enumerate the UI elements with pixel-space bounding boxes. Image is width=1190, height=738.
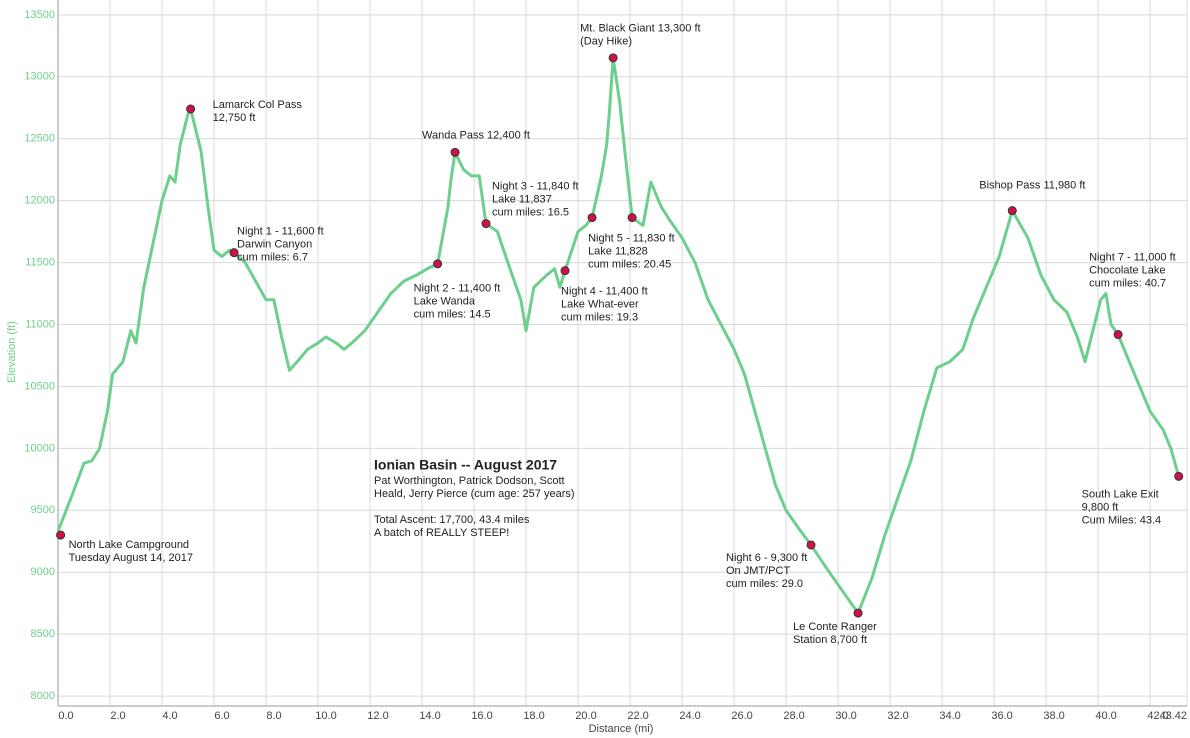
- x-tick-label: 10.0: [315, 710, 336, 722]
- x-tick-label: 4.0: [162, 710, 177, 722]
- waypoint-marker: [229, 248, 239, 258]
- waypoint-label: cum miles: 20.45: [588, 259, 671, 271]
- x-tick-label: 24.0: [679, 710, 700, 722]
- waypoint-marker: [587, 213, 597, 223]
- waypoint-label: Le Conte Ranger: [793, 621, 877, 633]
- annotation-title: Ionian Basin -- August 2017: [374, 457, 557, 473]
- waypoint-label: South Lake Exit: [1082, 488, 1159, 500]
- waypoint-marker: [56, 530, 66, 540]
- y-tick-label: 12500: [24, 133, 55, 145]
- y-tick-label: 12000: [24, 195, 55, 207]
- y-axis-label: Elevation (ft): [6, 321, 18, 383]
- x-tick-label: 38.0: [1043, 710, 1064, 722]
- waypoint-label: cum miles: 6.7: [237, 252, 308, 264]
- waypoint-marker: [608, 53, 618, 63]
- waypoint-marker: [560, 266, 570, 276]
- waypoint-label: Night 1 - 11,600 ft: [237, 226, 324, 238]
- waypoint-marker: [433, 259, 443, 269]
- x-tick-label: 26.0: [731, 710, 752, 722]
- x-tick-label: 18.0: [523, 710, 544, 722]
- y-tick-label: 13500: [24, 9, 55, 21]
- waypoint-marker: [450, 147, 460, 157]
- x-tick-label: 36.0: [991, 710, 1012, 722]
- y-tick-label: 10500: [24, 380, 55, 392]
- y-tick-label: 13000: [24, 71, 55, 83]
- waypoint-label: cum miles: 14.5: [414, 309, 491, 321]
- waypoint-label: Darwin Canyon: [237, 239, 312, 251]
- y-tick-label: 11000: [25, 318, 55, 330]
- x-tick-label: 32.0: [887, 710, 908, 722]
- waypoint-label: Lake Wanda: [414, 296, 476, 308]
- annotation-note: Heald, Jerry Pierce (cum age: 257 years): [374, 488, 575, 500]
- waypoint-label: cum miles: 29.0: [726, 578, 803, 590]
- y-tick-label: 9000: [31, 566, 55, 578]
- waypoint-marker: [853, 608, 863, 618]
- waypoint-label: Night 7 - 11,000 ft: [1089, 251, 1176, 263]
- y-tick-label: 10000: [24, 442, 55, 454]
- x-tick-label: 28.0: [783, 710, 804, 722]
- waypoint-marker: [627, 213, 637, 223]
- x-tick-label: 42.0: [1147, 710, 1168, 722]
- waypoint-marker: [186, 104, 196, 114]
- waypoint-marker: [1007, 206, 1017, 216]
- waypoint-marker: [1174, 471, 1184, 481]
- waypoint-label: Lake 11,837: [492, 193, 552, 205]
- x-tick-label: 30.0: [835, 710, 856, 722]
- x-tick-label: 40.0: [1095, 710, 1116, 722]
- waypoint-label: 12,750 ft: [213, 112, 256, 124]
- y-tick-label: 8000: [31, 690, 55, 702]
- waypoint-label: Lamarck Col Pass: [213, 99, 303, 111]
- x-tick-label: 22.0: [627, 710, 648, 722]
- waypoint-marker: [1113, 330, 1123, 340]
- waypoint-label: Tuesday August 14, 2017: [69, 552, 193, 564]
- y-tick-label: 9500: [31, 504, 55, 516]
- waypoint-label: Night 2 - 11,400 ft: [414, 283, 501, 295]
- x-tick-label: 6.0: [214, 710, 229, 722]
- x-tick-label: 14.0: [419, 710, 440, 722]
- x-tick-label: 20.0: [575, 710, 596, 722]
- x-tick-label: 12.0: [367, 710, 388, 722]
- x-tick-label: 0.0: [58, 710, 73, 722]
- waypoint-label: Lake 11,828: [588, 246, 648, 258]
- x-axis-label: Distance (mi): [589, 723, 654, 735]
- x-tick-label: 34.0: [939, 710, 960, 722]
- x-tick-label: 8.0: [266, 710, 281, 722]
- waypoint-label: Night 6 - 9,300 ft: [726, 552, 807, 564]
- waypoint-label: Bishop Pass 11,980 ft: [979, 180, 1085, 192]
- waypoint-label: Lake What-ever: [561, 299, 639, 311]
- x-tick-label: 16.0: [471, 710, 492, 722]
- waypoint-label: cum miles: 16.5: [492, 206, 569, 218]
- waypoint-label: Night 5 - 11,830 ft: [588, 233, 675, 245]
- waypoint-label: Night 3 - 11,840 ft: [492, 180, 579, 192]
- waypoint-label: Wanda Pass 12,400 ft: [422, 129, 530, 141]
- waypoint-label: cum miles: 40.7: [1089, 277, 1166, 289]
- waypoint-label: cum miles: 19.3: [561, 312, 638, 324]
- annotation-note: A batch of REALLY STEEP!: [374, 527, 509, 539]
- y-tick-label: 8500: [31, 628, 55, 640]
- waypoint-label: Chocolate Lake: [1089, 264, 1165, 276]
- waypoint-label: Station 8,700 ft: [793, 634, 867, 646]
- waypoint-label: Cum Miles: 43.4: [1082, 514, 1161, 526]
- waypoint-label: On JMT/PCT: [726, 565, 790, 577]
- waypoint-label: North Lake Campground: [69, 539, 189, 551]
- waypoint-label: 9,800 ft: [1082, 501, 1119, 513]
- waypoint-label: Night 4 - 11,400 ft: [561, 286, 648, 298]
- waypoint-marker: [481, 219, 491, 229]
- annotation-note: Pat Worthington, Patrick Dodson, Scott: [374, 475, 565, 487]
- waypoint-marker: [806, 540, 816, 550]
- y-tick-label: 11500: [25, 256, 55, 268]
- waypoint-label: Mt. Black Giant 13,300 ft: [580, 23, 700, 35]
- x-tick-label: 43.42: [1159, 710, 1187, 722]
- waypoint-label: (Day Hike): [580, 36, 632, 48]
- annotation-note: Total Ascent: 17,700, 43.4 miles: [374, 514, 530, 526]
- x-tick-label: 2.0: [110, 710, 125, 722]
